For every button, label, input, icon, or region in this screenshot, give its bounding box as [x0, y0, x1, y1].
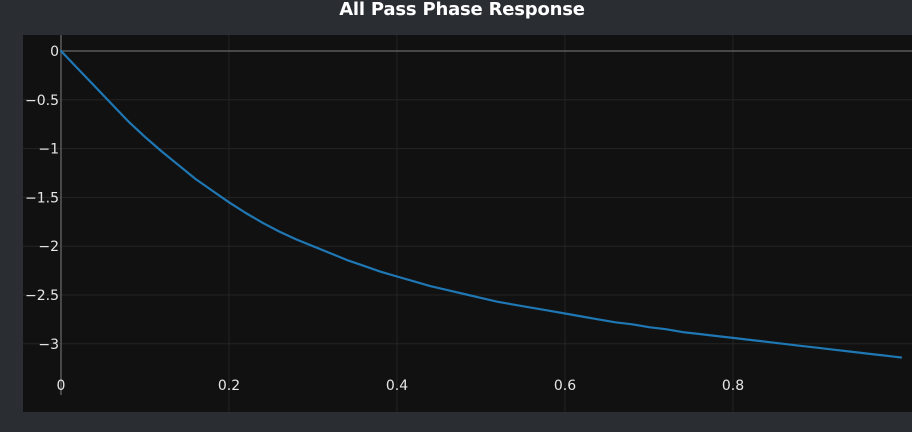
y-tick-label: 0 — [50, 44, 59, 60]
y-tick-label: −2 — [38, 239, 59, 255]
y-tick-label: −2.5 — [25, 288, 59, 304]
tick-labels: 0 0.2 0.4 0.6 0.8 0 −0.5 −1 −1.5 −2 −2.5 −3 — [25, 44, 744, 394]
y-tick-label: −1.5 — [25, 190, 59, 206]
data-series — [59, 49, 903, 359]
y-tick-label: −0.5 — [25, 93, 59, 109]
chart-title: All Pass Phase Response — [339, 0, 585, 20]
axis-lines — [60, 35, 912, 395]
plot-area[interactable] — [23, 35, 912, 412]
y-tick-label: −3 — [38, 337, 59, 353]
x-tick-label: 0.6 — [554, 378, 576, 394]
x-tick-label: 0.8 — [722, 378, 744, 394]
x-tick-label: 0.4 — [386, 378, 408, 394]
grid-lines — [23, 35, 912, 412]
x-tick-label: 0.2 — [218, 378, 240, 394]
y-tick-label: −1 — [38, 142, 59, 158]
series-line[interactable] — [59, 49, 903, 359]
x-tick-label: 0 — [57, 378, 66, 394]
